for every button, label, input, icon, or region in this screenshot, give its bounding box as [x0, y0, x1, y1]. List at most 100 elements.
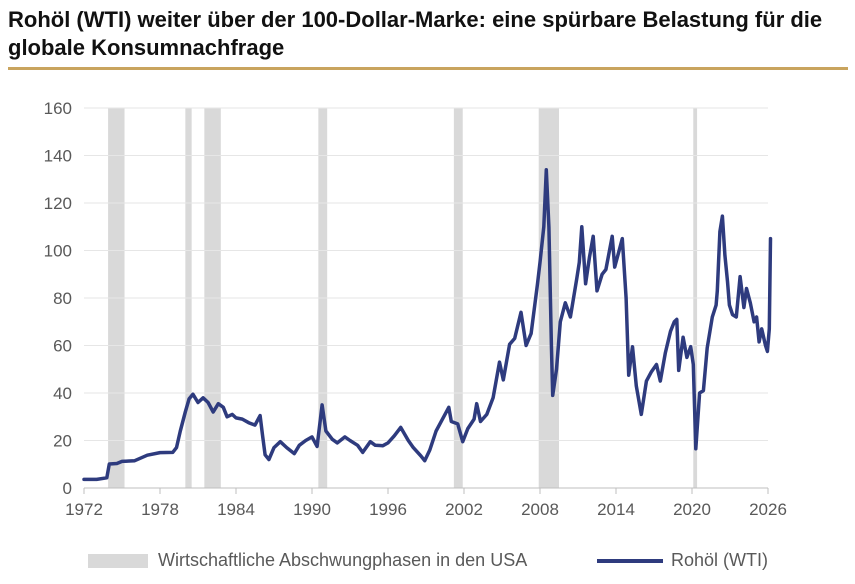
data-point-110: [664, 351, 667, 354]
data-point-43: [344, 436, 346, 438]
data-point-62: [456, 423, 459, 425]
data-point-9: [171, 451, 174, 454]
data-point-46: [361, 451, 364, 454]
data-point-18: [212, 411, 214, 413]
data-point-49: [382, 444, 384, 447]
legend-item-wti: Rohöl (WTI): [597, 550, 768, 571]
data-point-0: [83, 478, 85, 481]
data-point-77: [536, 282, 539, 285]
data-point-123: [711, 316, 714, 318]
data-point-114: [677, 369, 680, 372]
data-point-56: [423, 459, 426, 462]
data-point-119: [695, 448, 697, 450]
data-point-19: [217, 402, 220, 405]
data-point-113: [676, 318, 678, 321]
data-point-26: [254, 424, 256, 426]
gridlines: [84, 107, 768, 489]
data-point-64: [467, 427, 469, 430]
data-point-8: [159, 451, 161, 454]
data-point-51: [393, 434, 396, 437]
data-point-1: [95, 478, 98, 481]
data-point-10: [175, 446, 178, 449]
x-tick-label-2020: 2020: [673, 500, 711, 519]
data-point-89: [578, 261, 581, 264]
data-point-100: [621, 237, 624, 240]
data-point-103: [631, 345, 634, 348]
data-point-99: [619, 247, 621, 249]
data-point-121: [702, 389, 705, 392]
data-point-2: [106, 476, 108, 479]
recession-swatch: [88, 553, 148, 568]
data-point-72: [508, 343, 511, 346]
data-point-80: [545, 168, 548, 171]
data-point-82: [550, 344, 553, 347]
data-point-60: [448, 406, 450, 409]
data-point-134: [743, 306, 745, 309]
data-point-133: [739, 275, 741, 278]
data-point-45: [356, 444, 359, 447]
y-tick-label-40: 40: [53, 384, 72, 403]
data-point-125: [716, 290, 719, 292]
data-point-53: [407, 439, 410, 442]
data-point-58: [435, 430, 437, 432]
data-point-117: [689, 345, 692, 348]
y-tick-label-60: 60: [53, 337, 72, 356]
data-point-54: [412, 446, 415, 449]
y-tick-label-120: 120: [44, 194, 72, 213]
data-point-84: [555, 368, 558, 371]
data-point-57: [429, 449, 431, 451]
data-point-16: [202, 396, 204, 399]
data-point-25: [247, 421, 250, 424]
data-point-76: [530, 332, 532, 335]
data-point-71: [502, 379, 505, 381]
data-point-30: [268, 458, 270, 461]
data-point-70: [498, 361, 501, 363]
data-point-39: [321, 404, 323, 406]
data-point-138: [755, 316, 758, 318]
data-point-135: [745, 287, 748, 290]
data-point-33: [285, 446, 288, 449]
data-point-5: [121, 460, 123, 463]
x-tick-label-2014: 2014: [597, 500, 635, 519]
data-point-47: [369, 440, 372, 443]
data-point-81: [548, 225, 550, 228]
y-tick-label-80: 80: [53, 289, 72, 308]
data-point-96: [605, 268, 607, 271]
data-point-63: [461, 440, 464, 443]
data-point-32: [279, 440, 282, 443]
data-point-7: [146, 454, 149, 457]
data-point-140: [760, 328, 763, 330]
data-point-115: [682, 336, 684, 338]
data-point-4: [116, 462, 118, 465]
x-tick-label-1984: 1984: [217, 500, 255, 519]
data-point-55: [420, 455, 422, 457]
x-tick-label-2026: 2026: [749, 500, 787, 519]
data-point-11: [179, 430, 182, 432]
data-point-111: [669, 330, 672, 333]
x-tick-label-1990: 1990: [293, 500, 331, 519]
data-point-105: [640, 413, 643, 416]
chart-title: Rohöl (WTI) weiter über der 100-Dollar-M…: [8, 7, 823, 60]
data-point-20: [222, 406, 225, 409]
data-point-141: [764, 344, 767, 347]
series-layer: [82, 168, 773, 482]
data-point-3: [108, 463, 111, 465]
data-point-94: [596, 290, 598, 292]
data-point-65: [473, 418, 475, 420]
data-point-85: [559, 320, 562, 323]
legend-label-wti: Rohöl (WTI): [671, 550, 769, 570]
data-point-61: [450, 420, 453, 423]
data-point-28: [261, 434, 264, 437]
data-point-79: [543, 225, 545, 228]
data-point-142: [766, 350, 769, 353]
data-point-27: [259, 414, 261, 417]
data-point-15: [197, 401, 199, 404]
data-point-128: [724, 254, 726, 257]
data-point-132: [735, 316, 738, 318]
data-point-29: [264, 453, 266, 456]
data-point-41: [331, 438, 334, 441]
data-point-87: [569, 316, 572, 318]
data-point-36: [304, 439, 307, 442]
data-point-6: [133, 459, 136, 462]
